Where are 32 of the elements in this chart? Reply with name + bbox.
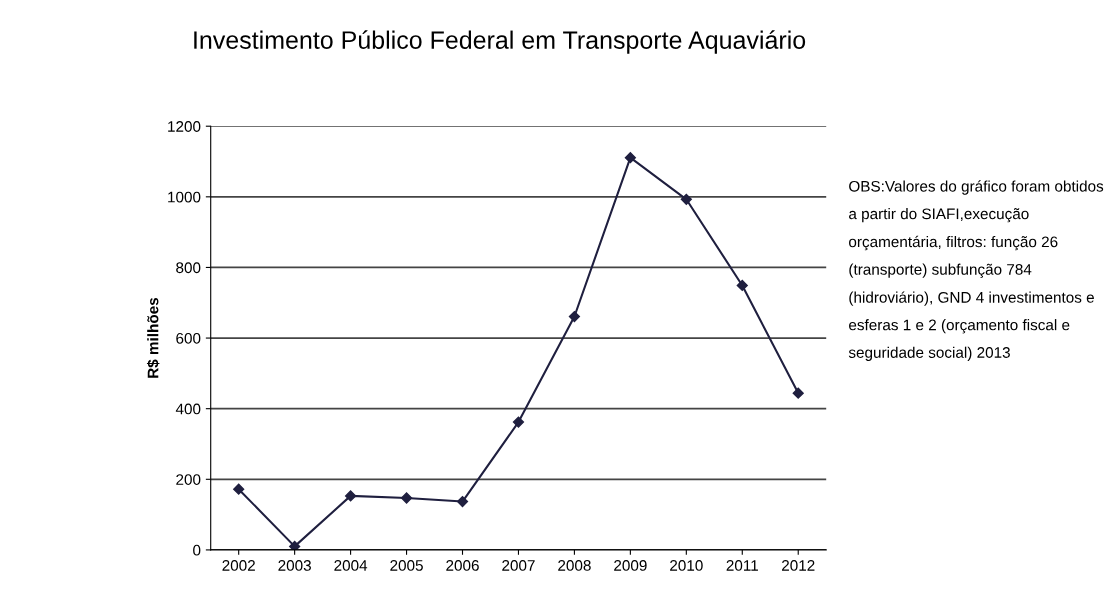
x-tick-label: 2009: [614, 560, 647, 571]
point: [289, 540, 301, 550]
x-tick-label: 2010: [670, 560, 703, 571]
chart-title: Investimento Público Federal em Transporte Aquaviário: [194, 30, 806, 54]
y-tick-label: 1200: [168, 121, 201, 132]
x-tick-label: 2012: [782, 560, 815, 571]
point: [456, 495, 469, 508]
y-tick-label: 0: [193, 544, 201, 556]
x-tick-label: 2006: [446, 560, 479, 571]
y-axis-title: R$ milhões: [146, 297, 160, 378]
point: [736, 279, 748, 292]
x-tick-label: 2008: [558, 560, 591, 571]
point: [512, 416, 525, 428]
x-tick-label: 2003: [278, 560, 311, 571]
x-tick-label: 2007: [502, 560, 535, 571]
x-tick-label: 2005: [390, 560, 423, 571]
x-tick-label: 2011: [726, 560, 758, 571]
text: OBS:Valores do gráfico foram obtidos a partir do SIAFI,execução orçamentária, filtros: função 26 (transporte) subfunção 784 (hidroviário), GND 4 investimentos e esferas 1 e 2 (orçamento fiscal e seguridade social) 2013: [848, 180, 1104, 361]
point: [568, 310, 581, 323]
point: [400, 492, 413, 504]
point: [792, 387, 804, 399]
point: [624, 152, 636, 164]
point: [344, 490, 357, 502]
y-tick-label: 400: [175, 403, 201, 415]
y-tick-label: 800: [176, 262, 201, 274]
x-tick-label: 2004: [334, 560, 368, 571]
y-tick-label: 1000: [168, 191, 201, 203]
point: [233, 483, 245, 495]
x-tick-label: 2002: [222, 560, 255, 571]
y-tick-label: 600: [176, 332, 201, 344]
point: [680, 193, 692, 205]
y-tick-label: 200: [176, 474, 201, 485]
